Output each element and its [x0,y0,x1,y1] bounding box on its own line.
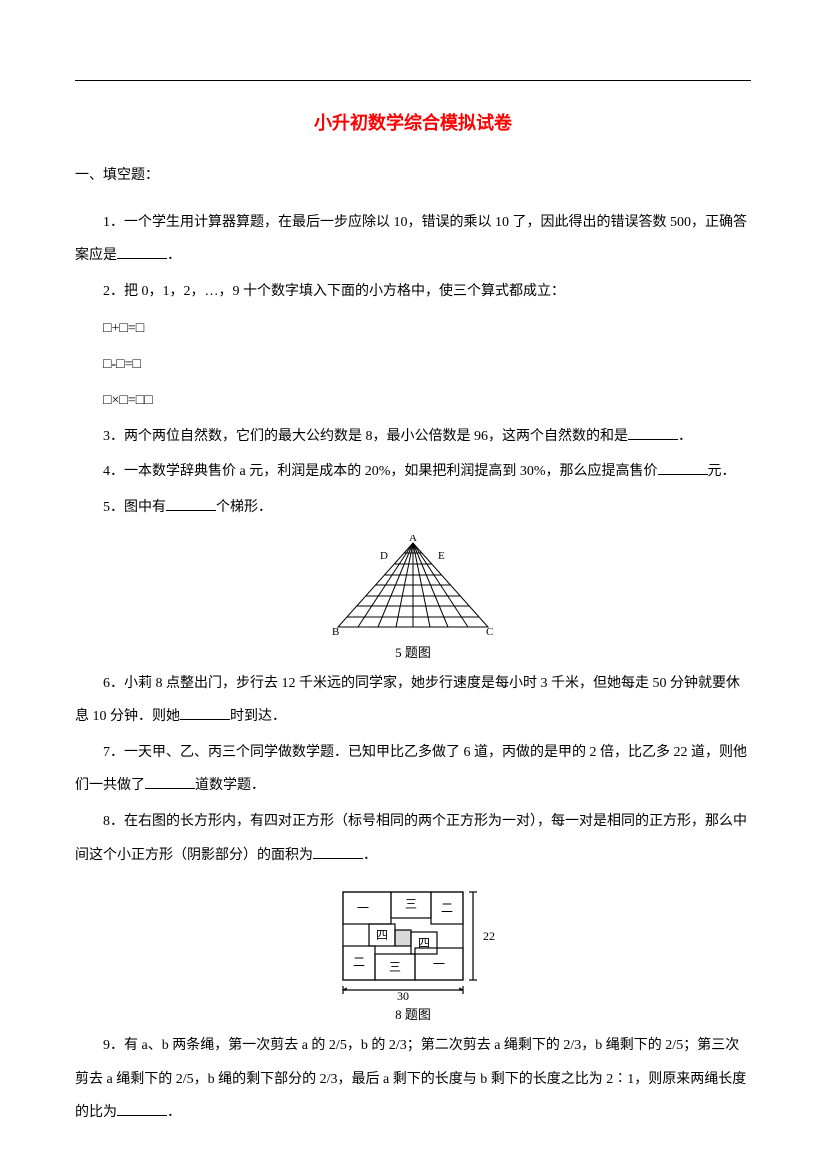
page-title: 小升初数学综合模拟试卷 [75,109,751,135]
fig8-caption: 8 题图 [75,1004,751,1023]
label-c: C [486,626,493,638]
q6-end: 时到达． [230,709,286,724]
label-b: B [332,626,339,638]
label-three-b: 三 [389,960,401,974]
square-diagram: 一 三 二 四 四 二 三 一 30 22 [323,882,503,1002]
label-one-tl: 一 [357,901,369,915]
question-8: 8．在右图的长方形内，有四对正方形（标号相同的两个正方形为一对），每一对是相同的… [75,805,751,872]
question-4: 4．一本数学辞典售价 a 元，利润是成本的 20%，如果把利润提高到 30%，那… [75,455,751,489]
question-5: 5．图中有 个梯形． [75,491,751,525]
question-6: 6．小莉 8 点整出门，步行去 12 千米远的同学家，她步行速度是每小时 3 千… [75,667,751,734]
section-fill-blank: 一、填空题： [75,161,751,192]
top-rule [75,80,751,81]
label-four-r: 四 [418,936,430,950]
q6-text: 6．小莉 8 点整出门，步行去 12 千米远的同学家，她步行速度是每小时 3 千… [75,676,740,725]
triangle-diagram: A D E B C [318,535,508,640]
q4-blank [658,461,708,475]
q3-text: 3．两个两位自然数，它们的最大公约数是 8，最小公倍数是 96，这两个自然数的和… [103,429,628,444]
q4-end: 元． [708,464,736,479]
question-9: 9．有 a、b 两条绳，第一次剪去 a 的 2/5，b 的 2/3；第二次剪去 … [75,1029,751,1130]
q5-end: 个梯形． [216,500,272,515]
question-1: 1．一个学生用计算器算题，在最后一步应除以 10，错误的乘以 10 了，因此得出… [75,206,751,273]
label-three-t: 三 [405,897,417,911]
q8-end: ． [363,848,377,863]
q7-blank [145,775,195,789]
label-e: E [438,550,445,562]
q5-text: 5．图中有 [103,500,166,515]
q8-text: 8．在右图的长方形内，有四对正方形（标号相同的两个正方形为一对），每一对是相同的… [75,814,747,863]
q9-end: ． [167,1105,181,1120]
question-3: 3．两个两位自然数，它们的最大公约数是 8，最小公倍数是 96，这两个自然数的和… [75,420,751,454]
eq-1: □+□=□ [75,311,751,347]
label-a: A [409,535,417,544]
question-2: 2．把 0，1，2，…，9 十个数字填入下面的小方格中，使三个算式都成立： [75,275,751,309]
fig5-caption: 5 题图 [75,642,751,661]
q3-end: ． [678,429,692,444]
label-two-tr: 二 [441,901,453,915]
q7-end: 道数学题． [195,778,265,793]
q8-blank [313,845,363,859]
dim-height: 22 [483,929,495,943]
q3-blank [628,426,678,440]
figure-5: A D E B C 5 题图 [75,535,751,661]
figure-8: 一 三 二 四 四 二 三 一 30 22 8 题图 [75,882,751,1023]
eq-3: □×□=□□ [75,383,751,419]
q9-blank [117,1102,167,1116]
q1-end: ． [167,248,181,263]
label-one-br: 一 [433,957,445,971]
label-two-bl: 二 [353,955,365,969]
q6-blank [180,706,230,720]
eq-2: □-□=□ [75,347,751,383]
label-four-l: 四 [376,928,388,942]
question-7: 7．一天甲、乙、丙三个同学做数学题．已知甲比乙多做了 6 道，丙做的是甲的 2 … [75,736,751,803]
q4-text: 4．一本数学辞典售价 a 元，利润是成本的 20%，如果把利润提高到 30%，那… [103,464,658,479]
dim-width: 30 [397,989,409,1002]
q5-blank [166,497,216,511]
q1-blank [117,245,167,259]
label-d: D [380,550,388,562]
